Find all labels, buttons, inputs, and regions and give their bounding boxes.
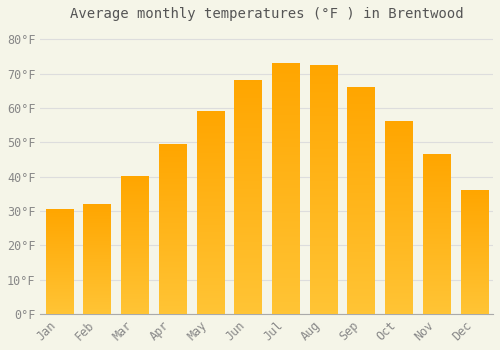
Title: Average monthly temperatures (°F ) in Brentwood: Average monthly temperatures (°F ) in Br…: [70, 7, 464, 21]
